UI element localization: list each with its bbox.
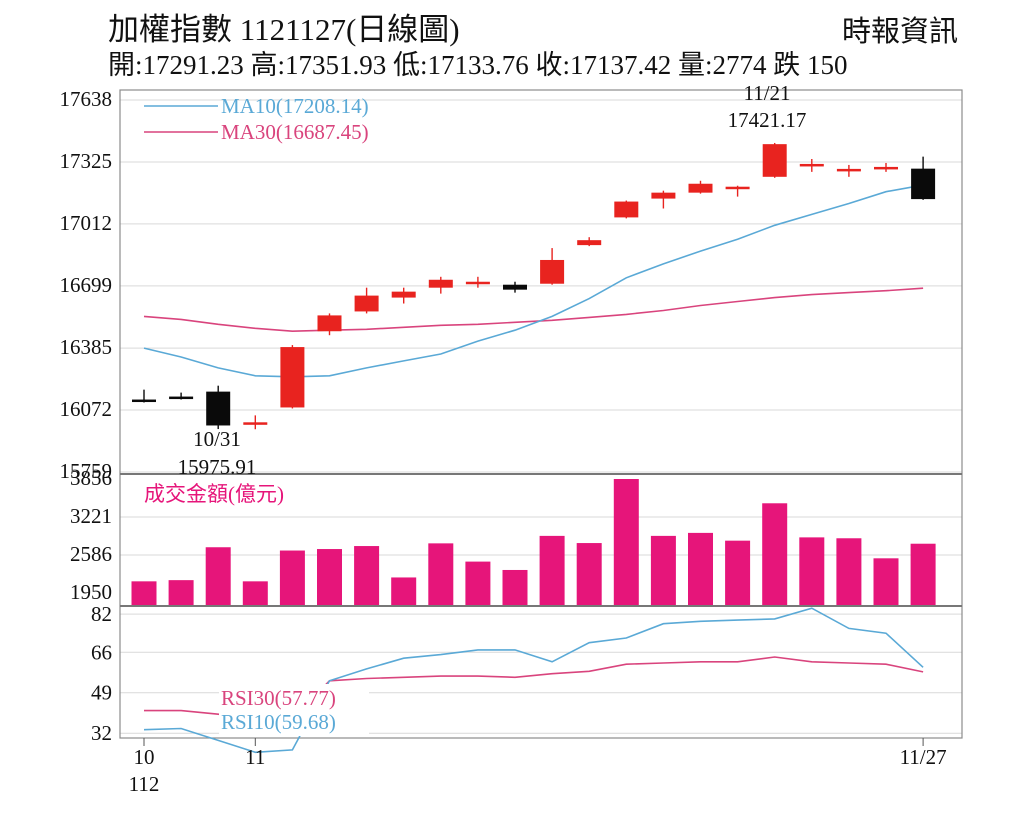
- rsi-tick-label: 66: [91, 640, 112, 664]
- annotation-date: 11/21: [743, 81, 790, 105]
- volume-tick-label: 3221: [70, 504, 112, 528]
- volume-bar: [205, 547, 231, 605]
- volume-bar: [725, 540, 751, 605]
- volume-bar: [539, 535, 565, 605]
- candle-body: [762, 144, 787, 177]
- volume-bar: [762, 503, 788, 605]
- candle-body: [243, 422, 268, 425]
- price-tick-label: 17638: [60, 87, 113, 111]
- rsi-tick-label: 32: [91, 721, 112, 745]
- candle-body: [465, 281, 490, 285]
- annotation-value: 17421.17: [728, 108, 807, 132]
- volume-panel: 成交金額(億元): [131, 479, 936, 605]
- ma30-legend-label: MA30(16687.45): [221, 120, 369, 144]
- volume-bar: [650, 535, 676, 605]
- annotation-date: 10/31: [193, 427, 241, 451]
- volume-bar: [799, 537, 825, 605]
- candle-body: [206, 391, 231, 426]
- x-tick-label: 11/27: [900, 745, 947, 769]
- candle-body: [169, 396, 194, 400]
- source-label: 時報資訊: [841, 16, 958, 48]
- volume-bar: [317, 549, 342, 605]
- candle-body: [317, 315, 342, 332]
- volume-bar: [354, 546, 380, 605]
- price-tick-label: 16699: [60, 273, 113, 297]
- grid-layer: [120, 99, 962, 734]
- rsi10-line: [143, 607, 924, 754]
- x-tick-label: 112: [129, 772, 160, 796]
- volume-bar: [502, 569, 528, 605]
- volume-title: 成交金額(億元): [144, 482, 284, 506]
- candle-body: [132, 399, 156, 403]
- ma10-legend-label: MA10(17208.14): [221, 94, 369, 118]
- ma10-line: [143, 184, 924, 378]
- x-tick-label: 10: [134, 745, 155, 769]
- volume-bar: [168, 580, 194, 605]
- candle-body: [391, 291, 416, 298]
- candle-body: [428, 279, 453, 288]
- chart-frame: [119, 89, 963, 739]
- rsi-tick-label: 82: [91, 602, 112, 626]
- candle-body: [354, 295, 379, 312]
- volume-bar: [131, 581, 157, 605]
- candle-body: [836, 168, 861, 172]
- volume-bar: [910, 543, 936, 605]
- outer-frame: [119, 89, 963, 739]
- volume-bar: [242, 581, 268, 605]
- rsi10-legend-label: RSI10(59.68): [221, 710, 336, 734]
- price-tick-label: 17325: [60, 149, 113, 173]
- volume-tick-label: 1950: [70, 580, 112, 604]
- candle-body: [503, 284, 527, 290]
- volume-tick-label: 3856: [70, 466, 112, 490]
- candle-body: [725, 186, 750, 190]
- volume-bar: [391, 577, 417, 605]
- price-tick-label: 15759: [60, 459, 113, 483]
- candle-body: [280, 347, 305, 408]
- volume-bar: [279, 550, 305, 605]
- candle-body: [911, 168, 936, 200]
- volume-bar: [465, 561, 491, 605]
- volume-bar: [873, 558, 899, 605]
- volume-bar: [576, 543, 602, 605]
- candle-body: [614, 201, 639, 218]
- candle-body: [688, 183, 713, 193]
- price-tick-label: 16072: [60, 397, 113, 421]
- candle-body: [577, 240, 602, 246]
- volume-bar: [428, 543, 454, 605]
- rsi-panel: RSI30(57.77)RSI10(59.68): [143, 607, 924, 754]
- volume-bar: [688, 532, 713, 605]
- x-tick-label: 11: [245, 745, 265, 769]
- candle-body: [874, 166, 898, 170]
- ohlc-summary: 開:17291.23 高:17351.93 低:17133.76 收:17137…: [108, 50, 848, 80]
- candle-body: [540, 259, 565, 284]
- volume-tick-label: 2586: [70, 542, 112, 566]
- price-tick-label: 16385: [60, 335, 113, 359]
- candle-body: [651, 192, 676, 199]
- price-tick-label: 17012: [60, 211, 113, 235]
- rsi-legend-bg: [219, 684, 369, 736]
- rsi30-legend-label: RSI30(57.77): [221, 686, 336, 710]
- price-panel: MA10(17208.14)MA30(16687.45) 10/31 15975.9…: [132, 81, 936, 479]
- chart-title: 加權指數 1121127(日線圖): [108, 12, 460, 47]
- rsi-tick-label: 49: [91, 681, 112, 705]
- candle-body: [799, 163, 824, 167]
- annotation-value: 15975.91: [178, 455, 257, 479]
- volume-bar: [613, 479, 639, 605]
- volume-bar: [836, 538, 862, 605]
- ma30-line: [143, 287, 924, 333]
